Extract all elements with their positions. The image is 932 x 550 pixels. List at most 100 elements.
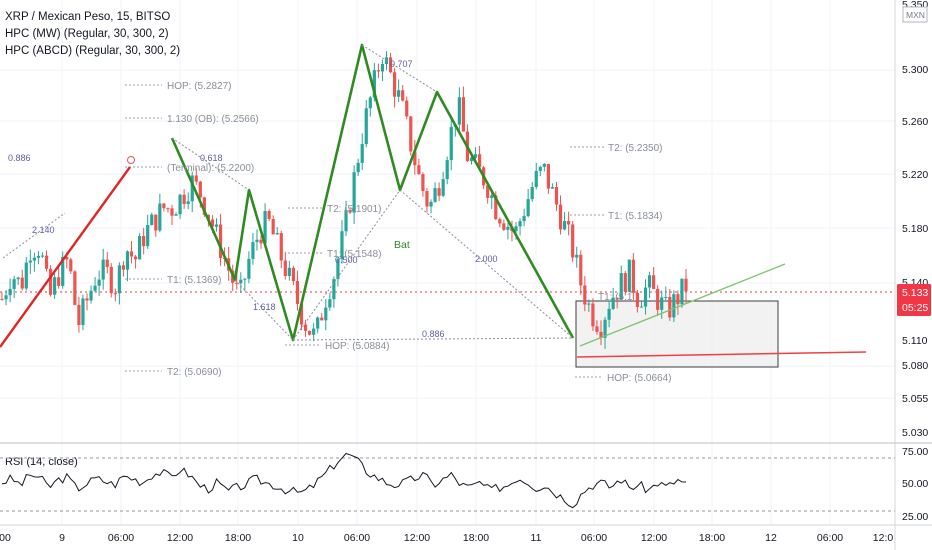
- candle-body: [554, 187, 559, 205]
- price-tick: 5.110: [902, 335, 928, 347]
- candle-body: [263, 210, 267, 244]
- candle-body: [672, 294, 676, 318]
- candle-body: [490, 195, 494, 198]
- candle-body: [162, 203, 166, 209]
- abcd-pattern[interactable]: [0, 156, 135, 348]
- candle-body: [239, 279, 243, 284]
- indicator-legend-abcd[interactable]: HPC (ABCD) (Regular, 30, 300, 2): [5, 45, 180, 57]
- candle-body: [603, 319, 607, 338]
- candle-body: [652, 275, 656, 289]
- price-tick: 5.080: [902, 360, 928, 372]
- level-label: HOP: (5.0664): [607, 373, 671, 384]
- time-tick: 06:00: [108, 532, 134, 544]
- level-labels: HOP: (5.2827) 1.130 (OB): (5.2566) (Term…: [167, 81, 671, 384]
- candle-body: [676, 294, 680, 305]
- candle-body: [684, 278, 688, 292]
- candle-body: [562, 220, 567, 230]
- rsi-tick: 25.00: [902, 511, 928, 523]
- candle-body: [275, 233, 279, 235]
- candle-body: [138, 236, 142, 260]
- candle-body: [567, 220, 571, 225]
- candle-body: [32, 257, 36, 261]
- candle-body: [8, 288, 12, 296]
- candle-body: [81, 298, 85, 326]
- candle-body: [417, 165, 421, 175]
- candle-body: [312, 328, 316, 335]
- harmonic-level-lines: [125, 84, 604, 378]
- candle-body: [643, 287, 648, 307]
- time-tick: 06:00: [581, 532, 607, 544]
- candle-body: [498, 219, 502, 224]
- candle-body: [170, 208, 174, 216]
- indicator-legend-mw[interactable]: HPC (MW) (Regular, 30, 300, 2): [5, 28, 169, 40]
- candle-body: [142, 236, 146, 247]
- candle-body: [542, 163, 546, 167]
- candle-body: [506, 226, 510, 230]
- candle-body: [299, 303, 304, 325]
- candle-body: [279, 233, 283, 261]
- candle-body: [397, 90, 401, 97]
- time-tick: 18:00: [699, 532, 725, 544]
- candle-body: [449, 126, 453, 161]
- candle-body: [150, 214, 154, 226]
- candle-body: [352, 172, 356, 213]
- rsi-title[interactable]: RSI (14, close): [5, 456, 78, 468]
- candle-body: [89, 290, 93, 301]
- level-label: T2: (5.0690): [167, 367, 221, 378]
- candle-body: [178, 194, 182, 215]
- sun-marker-icon: [127, 156, 135, 164]
- candle-body: [639, 306, 644, 308]
- level-label: T2: (5.2350): [608, 143, 662, 154]
- trend-line-red[interactable]: [576, 351, 867, 358]
- candle-body: [121, 265, 126, 270]
- candle-body: [405, 100, 409, 117]
- candle-body: [16, 277, 20, 280]
- bar-countdown-label: 05:25: [902, 302, 928, 314]
- time-tick: 18:00: [225, 532, 251, 544]
- candle-body: [664, 296, 668, 298]
- candle-body: [117, 265, 121, 294]
- candle-body: [105, 259, 109, 267]
- candle-body: [591, 303, 595, 327]
- candle-body: [441, 179, 445, 196]
- candle-body: [429, 201, 433, 207]
- current-price-tag: [897, 284, 931, 316]
- candle-body: [194, 175, 198, 182]
- candle-body: [647, 275, 652, 288]
- time-tick: 12:00: [641, 532, 667, 544]
- candle-body: [320, 317, 324, 321]
- candle-body: [77, 304, 81, 326]
- candle-body: [344, 210, 348, 232]
- candle-body: [40, 255, 45, 257]
- price-tick: 5.260: [902, 116, 928, 128]
- rsi-line: [1, 452, 687, 509]
- candle-body: [12, 279, 16, 289]
- bat-pattern[interactable]: [170, 43, 575, 342]
- candle-body: [615, 297, 619, 300]
- symbol-title[interactable]: XRP / Mexican Peso, 15, BITSO: [5, 11, 170, 23]
- price-tick: 5.180: [902, 223, 928, 235]
- time-tick: 12: [765, 532, 777, 544]
- candle-body: [93, 285, 97, 291]
- candle-body: [271, 219, 275, 235]
- price-tick: 5.030: [902, 427, 928, 439]
- candle-body: [4, 295, 8, 300]
- candle-body: [259, 239, 263, 244]
- trend-line-green[interactable]: [579, 263, 786, 347]
- candle-body: [283, 260, 287, 277]
- time-axis[interactable]: 00 9 06:00 12:00 18:00 10 06:00 12:00 18…: [0, 532, 893, 544]
- candle-body: [73, 271, 77, 305]
- candle-body: [392, 72, 397, 97]
- level-label: T1: (5.1: [598, 292, 633, 303]
- candle-body: [469, 157, 474, 162]
- rsi-tick: 50.00: [902, 478, 928, 490]
- candle-body: [186, 201, 190, 204]
- candle-body: [413, 151, 417, 166]
- candle-body: [53, 277, 57, 295]
- candle-body: [85, 298, 89, 301]
- candle-body: [247, 258, 251, 279]
- level-label: 1.130 (OB): (5.2566): [167, 114, 259, 125]
- price-axis[interactable]: 5.350 5.300 5.260 5.220 5.180 5.140 5.11…: [902, 0, 928, 439]
- candle-body: [494, 195, 498, 220]
